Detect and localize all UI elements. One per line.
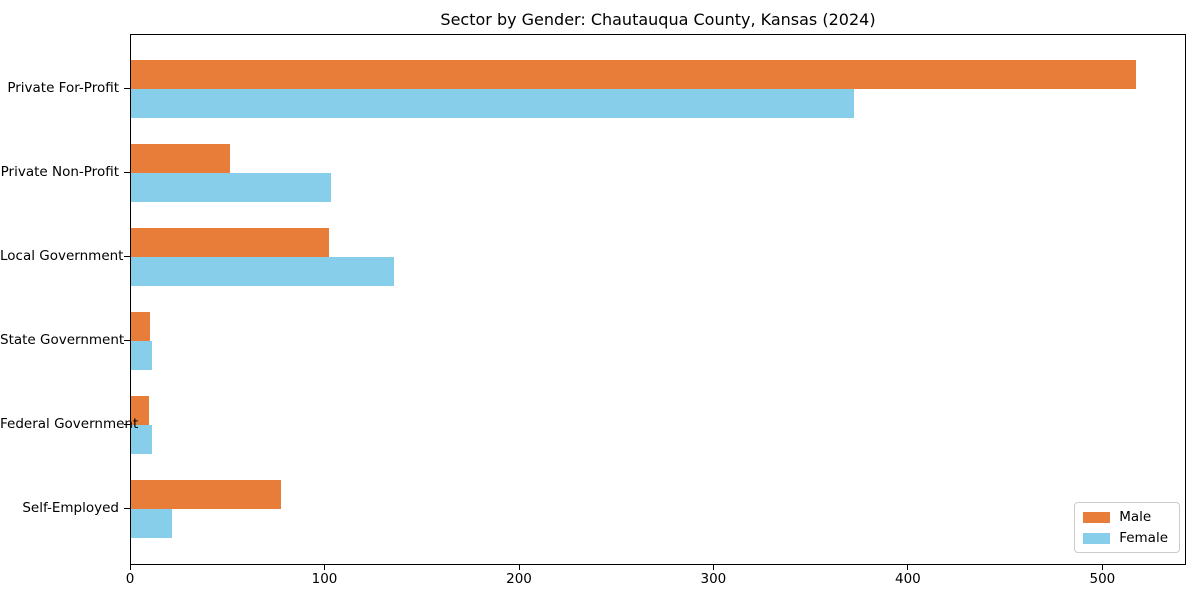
x-tick-mark-0 (129, 565, 131, 570)
bar-female-0 (131, 89, 855, 118)
x-tick-mark-4 (907, 565, 909, 570)
chart-title: Sector by Gender: Chautauqua County, Kan… (440, 10, 876, 29)
x-tick-label-3: 300 (700, 571, 727, 587)
y-tick-mark-0 (124, 88, 130, 89)
bar-female-1 (131, 173, 332, 202)
legend-item-female: Female (1083, 531, 1168, 545)
y-tick-label-3: State Government (0, 332, 125, 348)
y-tick-label-0: Private For-Profit (7, 80, 119, 96)
y-tick-mark-1 (124, 172, 130, 173)
plot-area: Male Female (130, 34, 1186, 565)
legend-item-male: Male (1083, 510, 1168, 524)
y-tick-label-1: Private Non-Profit (0, 164, 119, 180)
x-tick-mark-1 (324, 565, 325, 570)
bar-male-1 (131, 144, 231, 173)
bar-male-3 (131, 312, 151, 341)
y-tick-label-2: Local Government (0, 248, 124, 264)
y-tick-mark-3 (124, 340, 130, 341)
bar-female-3 (131, 341, 153, 370)
bar-female-4 (131, 425, 153, 454)
x-tick-label-2: 200 (506, 571, 532, 587)
legend-label-male: Male (1119, 509, 1152, 525)
y-tick-mark-5 (124, 508, 130, 509)
x-tick-mark-5 (1101, 565, 1103, 570)
x-tick-label-4: 400 (895, 571, 921, 587)
y-tick-label-5: Self-Employed (22, 500, 119, 516)
y-tick-label-4: Federal Government (0, 416, 139, 432)
bar-female-5 (131, 509, 172, 538)
x-tick-label-5: 500 (1089, 571, 1116, 587)
bar-male-4 (131, 396, 149, 425)
x-tick-label-0: 0 (125, 571, 135, 587)
x-tick-mark-2 (518, 565, 520, 570)
legend-swatch-male-icon (1083, 511, 1111, 523)
bar-female-2 (131, 257, 394, 286)
x-tick-label-1: 100 (311, 571, 338, 587)
legend-swatch-female-icon (1083, 532, 1111, 544)
bar-male-0 (131, 60, 1137, 89)
x-tick-mark-3 (712, 565, 714, 570)
y-tick-mark-2 (124, 256, 130, 257)
bar-male-5 (131, 480, 281, 509)
legend-label-female: Female (1119, 530, 1168, 546)
bar-male-2 (131, 228, 330, 257)
legend: Male Female (1074, 502, 1180, 553)
y-tick-mark-4 (124, 424, 130, 425)
